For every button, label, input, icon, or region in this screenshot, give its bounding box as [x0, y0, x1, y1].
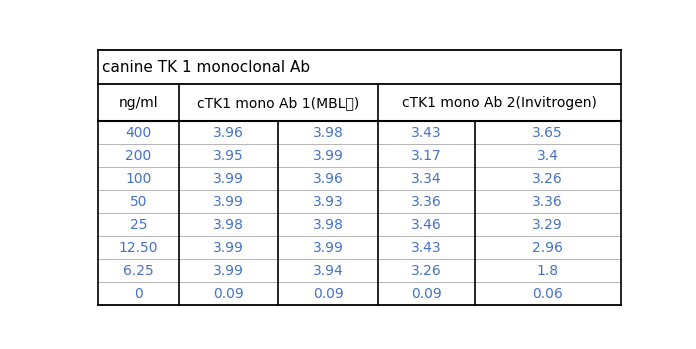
- Text: 3.98: 3.98: [313, 126, 343, 140]
- Text: 3.96: 3.96: [213, 126, 244, 140]
- Text: 0: 0: [134, 287, 143, 301]
- Text: 1.8: 1.8: [537, 264, 559, 278]
- Text: 0.09: 0.09: [313, 287, 343, 301]
- Text: 3.17: 3.17: [411, 149, 441, 163]
- Text: 0.06: 0.06: [532, 287, 563, 301]
- Text: 3.29: 3.29: [532, 218, 563, 232]
- Text: 12.50: 12.50: [118, 241, 158, 255]
- Text: 3.26: 3.26: [532, 172, 563, 186]
- Text: 3.65: 3.65: [532, 126, 563, 140]
- Text: ng/ml: ng/ml: [118, 96, 158, 110]
- Text: 3.98: 3.98: [213, 218, 244, 232]
- Text: 3.34: 3.34: [411, 172, 441, 186]
- Text: 3.93: 3.93: [313, 195, 343, 209]
- Text: 3.99: 3.99: [213, 172, 244, 186]
- Text: 200: 200: [125, 149, 152, 163]
- Text: 3.36: 3.36: [411, 195, 441, 209]
- Text: 50: 50: [129, 195, 147, 209]
- Text: 3.99: 3.99: [213, 241, 244, 255]
- Text: 3.43: 3.43: [411, 241, 441, 255]
- Text: canine TK 1 monoclonal Ab: canine TK 1 monoclonal Ab: [102, 60, 310, 75]
- Text: 3.98: 3.98: [313, 218, 343, 232]
- Text: 3.96: 3.96: [313, 172, 343, 186]
- Text: 100: 100: [125, 172, 152, 186]
- Text: 3.4: 3.4: [537, 149, 559, 163]
- Text: cTK1 mono Ab 1(MBL사): cTK1 mono Ab 1(MBL사): [197, 96, 359, 110]
- Text: 3.94: 3.94: [313, 264, 343, 278]
- Text: 3.99: 3.99: [313, 241, 343, 255]
- Text: 6.25: 6.25: [123, 264, 154, 278]
- Text: 0.09: 0.09: [213, 287, 244, 301]
- Text: 3.43: 3.43: [411, 126, 441, 140]
- Text: 3.26: 3.26: [411, 264, 441, 278]
- Text: 3.99: 3.99: [213, 264, 244, 278]
- Text: 400: 400: [125, 126, 152, 140]
- Text: 3.99: 3.99: [213, 195, 244, 209]
- Text: 2.96: 2.96: [532, 241, 563, 255]
- Text: 3.99: 3.99: [313, 149, 343, 163]
- Text: 3.95: 3.95: [213, 149, 244, 163]
- Text: 3.46: 3.46: [411, 218, 441, 232]
- Text: 0.09: 0.09: [411, 287, 441, 301]
- Text: 25: 25: [129, 218, 147, 232]
- Text: 3.36: 3.36: [532, 195, 563, 209]
- Text: cTK1 mono Ab 2(Invitrogen): cTK1 mono Ab 2(Invitrogen): [402, 96, 596, 110]
